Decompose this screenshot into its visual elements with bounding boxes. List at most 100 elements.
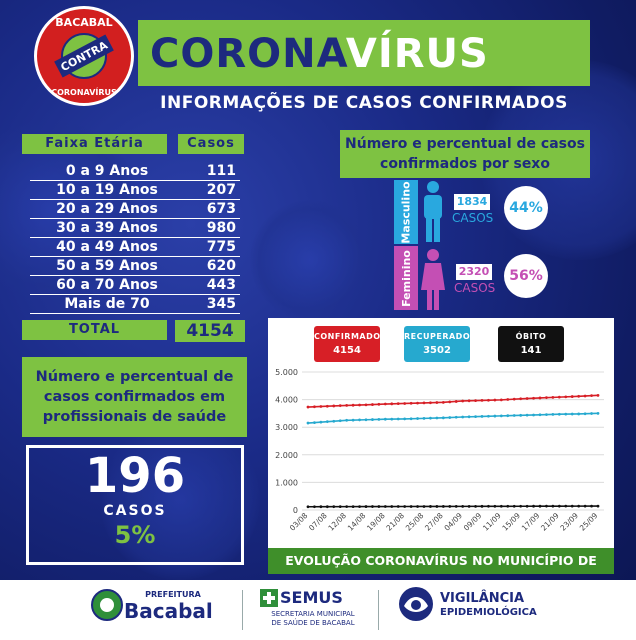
data-point [564, 412, 568, 416]
data-point [525, 504, 529, 508]
data-point [474, 504, 477, 508]
data-point [596, 411, 600, 415]
bacabal-contra-coronavirus-logo: CONTRA BACABAL CORONAVÍRUS [34, 6, 134, 106]
x-tick-label: 04/09 [442, 511, 464, 533]
chart-caption: EVOLUÇÃO CORONAVÍRUS NO MUNICÍPIO DE BAC… [268, 548, 614, 594]
data-point [454, 400, 458, 403]
chart-plot-area: 0 1.000 2.000 3.000 4.000 5.000 03/0807/0812/0… [275, 368, 604, 533]
data-point [590, 504, 593, 508]
data-point [583, 394, 587, 398]
data-point [441, 416, 445, 420]
data-point [371, 418, 374, 421]
sex-section-title: Número e percentual de casos confirmados… [340, 130, 590, 178]
data-point [325, 505, 329, 509]
data-point [364, 505, 368, 508]
data-point [435, 505, 439, 508]
data-point [441, 505, 445, 508]
data-point [532, 413, 535, 417]
total-value: 4154 [175, 320, 245, 342]
x-tick-label: 03/08 [288, 511, 310, 533]
data-point [313, 505, 316, 509]
data-point [351, 403, 355, 407]
data-point [577, 504, 581, 508]
data-point [338, 404, 342, 408]
x-tick-label: 23/09 [558, 511, 580, 533]
page-subtitle: INFORMAÇÕES DE CASOS CONFIRMADOS [160, 93, 568, 113]
virus-decoration [250, 200, 370, 320]
data-point [435, 401, 439, 404]
data-point [525, 413, 529, 417]
age-range-label: 50 a 59 Anos [56, 258, 158, 274]
table-row: 0 a 9 Anos 111 [30, 162, 240, 181]
data-point [396, 505, 400, 508]
data-point [519, 413, 523, 417]
x-tick-label: 27/08 [423, 511, 445, 533]
data-point [467, 399, 471, 403]
data-point [358, 403, 361, 407]
data-point [319, 405, 323, 408]
health-cross-icon [260, 589, 278, 607]
x-tick-label: 11/09 [481, 511, 503, 533]
data-point [377, 505, 381, 508]
data-point [564, 504, 568, 508]
data-point [596, 504, 600, 508]
data-point [364, 403, 368, 407]
age-range-label: 40 a 49 Anos [56, 239, 158, 255]
data-point [306, 421, 310, 425]
data-point [416, 417, 419, 420]
data-point [512, 414, 516, 417]
table-row: 10 a 19 Anos 207 [30, 181, 240, 200]
x-tick-label: 21/08 [384, 511, 406, 533]
data-point [551, 504, 555, 508]
data-point [499, 398, 503, 402]
data-point [416, 505, 419, 508]
data-point [525, 397, 529, 400]
footer-divider [378, 590, 379, 630]
cases-column-header: Casos [178, 134, 244, 154]
data-point [351, 418, 355, 422]
data-point [545, 413, 548, 416]
data-point [493, 504, 497, 508]
data-point [467, 504, 471, 508]
data-point [506, 504, 510, 508]
data-point [512, 397, 516, 401]
male-label-text: Masculino [399, 180, 413, 244]
table-row: 30 a 39 Anos 980 [30, 219, 240, 238]
data-point [590, 394, 593, 398]
data-point [480, 399, 484, 402]
data-point [332, 404, 336, 408]
data-point [577, 412, 581, 416]
data-point [564, 395, 568, 399]
health-professionals-percent: 5% [114, 521, 156, 549]
x-tick-label: 07/08 [307, 511, 329, 533]
data-point [338, 419, 342, 423]
data-point [396, 402, 400, 406]
data-point [448, 416, 452, 419]
x-tick-label: 25/09 [578, 511, 600, 533]
series-line [307, 412, 599, 424]
x-tick-label: 15/09 [500, 511, 522, 533]
age-range-label: 20 a 29 Anos [56, 201, 158, 217]
x-tick-label: 19/08 [365, 511, 387, 533]
data-point [325, 404, 329, 408]
data-point [551, 413, 555, 416]
age-case-count: 775 [206, 239, 236, 255]
data-point [583, 412, 587, 416]
data-point [403, 402, 407, 405]
data-point [383, 402, 387, 406]
data-point [487, 504, 490, 508]
health-professionals-title: Número e percentual de casos confirmados… [22, 357, 247, 437]
y-tick-label: 5.000 [275, 368, 298, 377]
data-point [319, 420, 323, 424]
x-tick-label: 17/09 [520, 511, 542, 533]
age-case-count: 111 [206, 163, 236, 179]
data-point [422, 505, 426, 508]
data-point [474, 399, 477, 403]
page-title: CORONAVÍRUS [150, 26, 590, 82]
age-case-count: 980 [206, 220, 236, 236]
data-point [480, 415, 484, 418]
data-point [493, 414, 497, 418]
vigilancia-line1: VIGILÂNCIA [440, 591, 525, 606]
age-case-count: 443 [206, 277, 236, 293]
data-point [371, 403, 374, 406]
